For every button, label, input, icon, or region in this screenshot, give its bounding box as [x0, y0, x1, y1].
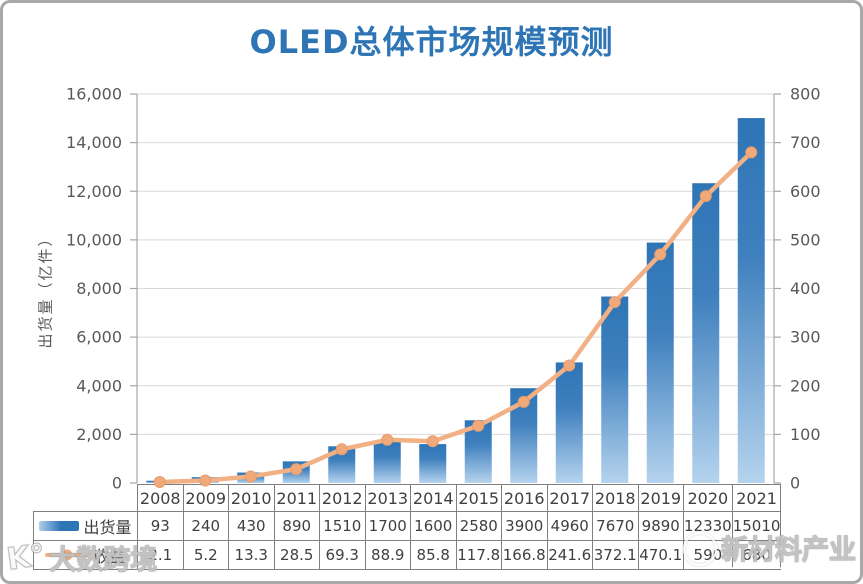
bar-2017 — [555, 362, 583, 483]
bar-2020 — [692, 183, 720, 483]
right-axis-tick-label: 800 — [790, 85, 821, 104]
year-header-cell: 2009 — [182, 484, 229, 512]
right-axis-tick-label: 200 — [790, 376, 821, 395]
year-header-cell: 2017 — [546, 484, 593, 512]
revenue-line — [157, 150, 754, 485]
value-cell: 12330 — [683, 511, 733, 541]
value-cell: 680 — [731, 540, 782, 570]
bar-2011 — [282, 461, 310, 483]
year-header-cell: 2019 — [637, 484, 684, 512]
bar-2010 — [237, 472, 265, 483]
value-cell: 15010 — [731, 511, 782, 541]
bar-2016 — [510, 388, 538, 483]
year-header-cell: 2015 — [455, 484, 502, 512]
value-cell: 117.8 — [455, 540, 502, 570]
value-cell: 5.2 — [182, 540, 229, 570]
year-header-cell: 2020 — [683, 484, 733, 512]
value-cell: 85.8 — [410, 540, 457, 570]
revenue-marker-2020 — [699, 190, 712, 203]
chart-title: OLED总体市场规模预测 — [249, 23, 614, 61]
value-cell: 430 — [228, 511, 275, 541]
bar-2021 — [737, 118, 765, 484]
right-axis-tick-label: 700 — [790, 133, 821, 152]
value-cell: 1510 — [319, 511, 366, 541]
legend-cell-revenue: 收益 — [33, 540, 138, 570]
revenue-marker-2021 — [745, 146, 758, 159]
value-cell: 240 — [182, 511, 229, 541]
year-header-cell: 2014 — [410, 484, 457, 512]
right-axis-tick-label: 100 — [790, 425, 821, 444]
legend-label: 出货量 — [83, 518, 132, 537]
year-header-cell: 2012 — [319, 484, 366, 512]
revenue-marker-2014 — [426, 435, 439, 448]
bar-2014 — [419, 444, 447, 483]
revenue-line-legend-icon — [45, 552, 90, 558]
bar-2013 — [373, 441, 401, 483]
bar-2018 — [601, 296, 629, 483]
right-axis-tick-label: 600 — [790, 182, 821, 201]
value-cell: 28.5 — [273, 540, 320, 570]
data-table: 2008 2009 2010 2011 2012 2013 2014 2015 2016 2017… — [33, 484, 782, 570]
left-axis-tick-label: 10,000 — [66, 230, 122, 249]
value-cell: 890 — [273, 511, 320, 541]
value-cell: 1600 — [410, 511, 457, 541]
value-cell: 88.9 — [364, 540, 411, 570]
bar-2009 — [191, 477, 219, 483]
year-header-cell: 2018 — [592, 484, 639, 512]
value-cell: 470.1 — [637, 540, 684, 570]
value-cell: 69.3 — [319, 540, 366, 570]
left-axis-tick-label: 12,000 — [66, 182, 122, 201]
bar-2015 — [464, 420, 492, 483]
value-cell: 2.1 — [137, 540, 184, 570]
right-axis-tick-label: 500 — [790, 230, 821, 249]
value-cell: 1700 — [364, 511, 411, 541]
left-axis-tick-label: 8,000 — [76, 279, 122, 298]
right-axis-tick-label: 0 — [790, 474, 800, 493]
year-header-cell: 2010 — [228, 484, 275, 512]
revenue-marker-2017 — [563, 359, 576, 372]
legend-label: 收益 — [93, 547, 126, 566]
bar-2019 — [646, 242, 674, 483]
revenue-marker-2012 — [335, 443, 348, 456]
left-axis-tick-label: 6,000 — [76, 328, 122, 347]
table-corner — [34, 485, 138, 512]
bar-2012 — [328, 446, 356, 483]
revenue-marker-2015 — [472, 419, 485, 432]
value-cell: 2580 — [455, 511, 502, 541]
revenue-marker-2010 — [244, 470, 257, 483]
year-header-cell: 2016 — [501, 484, 548, 512]
revenue-marker-2011 — [290, 463, 303, 476]
right-axis-tick-label: 300 — [790, 328, 821, 347]
year-header-cell: 2021 — [731, 484, 782, 512]
revenue-marker-2013 — [381, 433, 394, 446]
left-axis-tick-label: 16,000 — [66, 85, 122, 104]
combo-chart: 0 2,000 4,000 6,000 8,000 10,000 12,000 14,000 1… — [66, 85, 821, 493]
legend-cell-shipments: 出货量 — [33, 511, 138, 541]
value-cell: 3900 — [501, 511, 548, 541]
revenue-marker-2018 — [608, 296, 621, 309]
revenue-marker-2016 — [517, 395, 530, 408]
value-cell: 7670 — [592, 511, 639, 541]
value-cell: 590 — [683, 540, 733, 570]
shipments-bar-legend-icon — [39, 521, 80, 531]
value-cell: 166.8 — [501, 540, 548, 570]
revenue-marker-2019 — [654, 248, 667, 261]
value-cell: 372.1 — [592, 540, 639, 570]
year-header-cell: 2013 — [364, 484, 411, 512]
left-axis-tick-label: 14,000 — [66, 133, 122, 152]
year-header-cell: 2008 — [137, 484, 184, 512]
left-axis-tick-label: 4,000 — [76, 376, 122, 395]
y-axis-title: 出货量（亿件） — [36, 229, 55, 349]
year-header-cell: 2011 — [273, 484, 320, 512]
bar-2008 — [146, 480, 174, 483]
value-cell: 4960 — [546, 511, 593, 541]
value-cell: 93 — [137, 511, 184, 541]
left-axis-tick-label: 2,000 — [76, 425, 122, 444]
right-axis-tick-label: 400 — [790, 279, 821, 298]
value-cell: 13.3 — [228, 540, 275, 570]
value-cell: 9890 — [637, 511, 684, 541]
value-cell: 241.6 — [546, 540, 593, 570]
